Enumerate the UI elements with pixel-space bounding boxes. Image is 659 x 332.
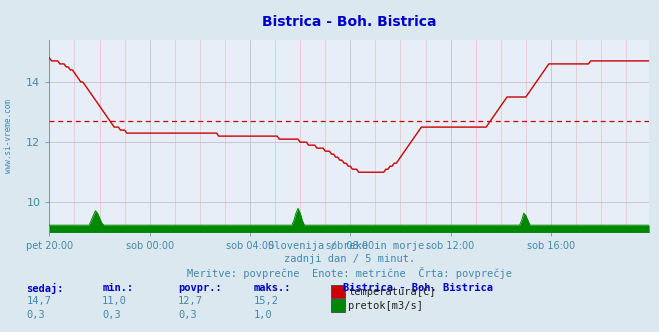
Text: 14,7: 14,7 (26, 296, 51, 306)
Text: zadnji dan / 5 minut.: zadnji dan / 5 minut. (283, 254, 415, 264)
Text: 12,7: 12,7 (178, 296, 203, 306)
Text: www.si-vreme.com: www.si-vreme.com (4, 99, 13, 173)
Text: pretok[m3/s]: pretok[m3/s] (348, 301, 423, 311)
Text: Slovenija / reke in morje.: Slovenija / reke in morje. (268, 241, 430, 251)
Text: 0,3: 0,3 (102, 310, 121, 320)
Text: 0,3: 0,3 (178, 310, 196, 320)
Text: min.:: min.: (102, 283, 133, 293)
Text: 15,2: 15,2 (254, 296, 279, 306)
Text: povpr.:: povpr.: (178, 283, 221, 293)
Text: sedaj:: sedaj: (26, 283, 64, 294)
Text: 1,0: 1,0 (254, 310, 272, 320)
Text: temperatura[C]: temperatura[C] (348, 287, 436, 297)
Text: 11,0: 11,0 (102, 296, 127, 306)
Text: Meritve: povprečne  Enote: metrične  Črta: povprečje: Meritve: povprečne Enote: metrične Črta:… (186, 267, 512, 279)
Text: Bistrica - Boh. Bistrica: Bistrica - Boh. Bistrica (343, 283, 493, 293)
Text: 0,3: 0,3 (26, 310, 45, 320)
Text: maks.:: maks.: (254, 283, 291, 293)
Text: Bistrica - Boh. Bistrica: Bistrica - Boh. Bistrica (262, 15, 436, 29)
